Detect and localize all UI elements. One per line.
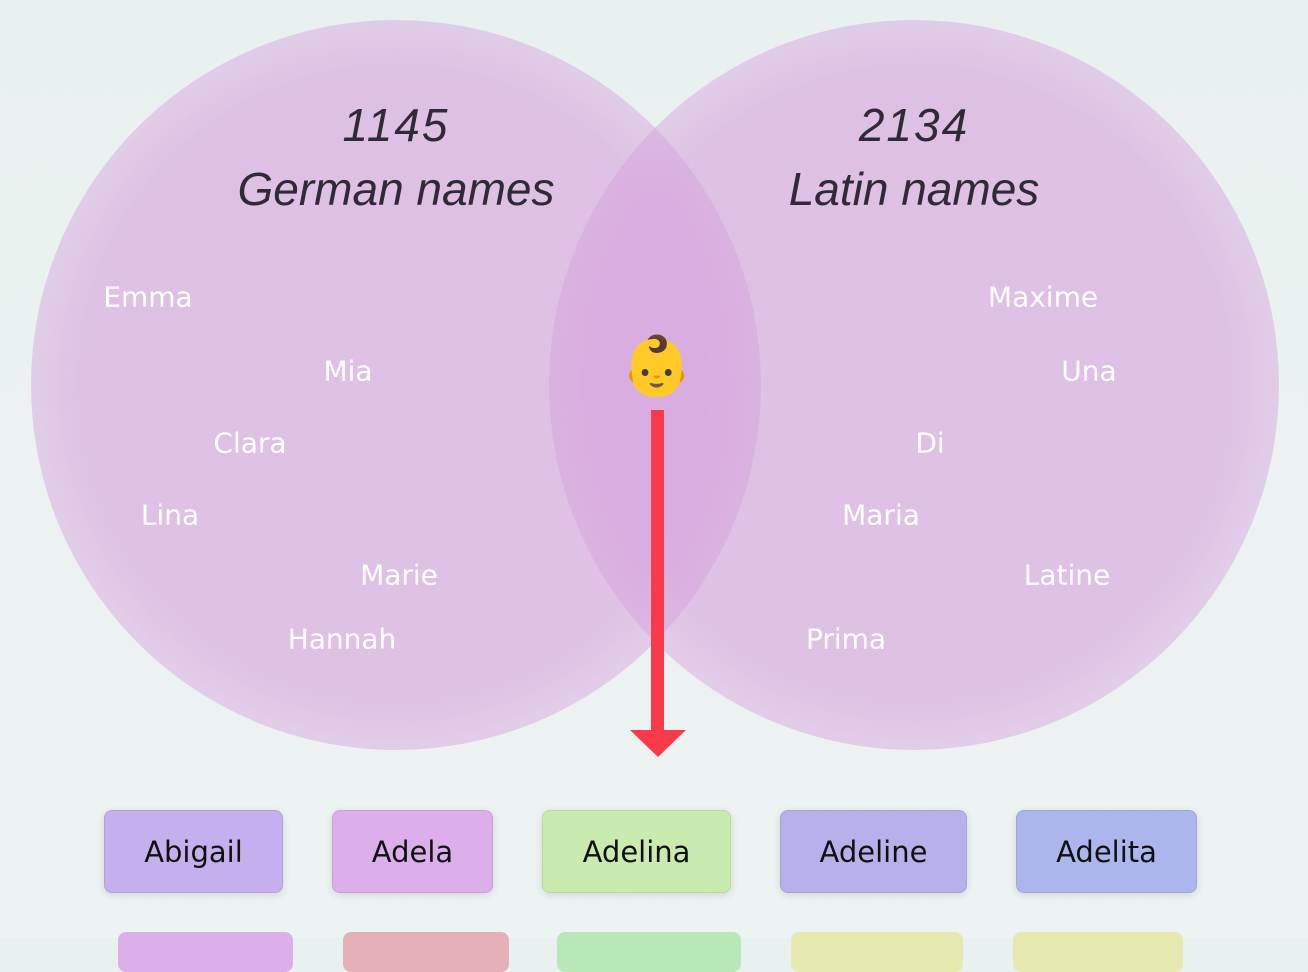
name-label: Lina <box>140 498 200 532</box>
result-button[interactable]: Abigail <box>104 810 283 893</box>
result-button[interactable]: Adelita <box>1016 810 1197 893</box>
name-label: Clara <box>213 426 287 460</box>
name-label: Maxime <box>987 280 1099 314</box>
left-count: 1145 <box>342 99 450 151</box>
result-button[interactable] <box>791 932 963 972</box>
name-label: Latine <box>1023 558 1111 592</box>
name-label: Mia <box>323 354 373 388</box>
baby-icon: 👶 <box>620 331 694 400</box>
name-label: Maria <box>842 498 920 532</box>
result-button[interactable] <box>118 932 293 972</box>
name-label: Di <box>915 426 945 460</box>
arrow-shaft <box>651 410 664 732</box>
result-button[interactable] <box>557 932 741 972</box>
name-label: Prima <box>805 622 887 656</box>
result-button[interactable] <box>343 932 509 972</box>
name-label: Hannah <box>287 622 397 656</box>
left-circle <box>31 20 761 750</box>
result-button[interactable] <box>1013 932 1183 972</box>
right-circle <box>549 20 1279 750</box>
name-label: Emma <box>103 280 193 314</box>
arrow-head <box>630 730 686 757</box>
result-button[interactable]: Adelina <box>542 810 731 893</box>
right-count: 2134 <box>858 99 970 151</box>
venn-diagram <box>31 20 1279 757</box>
left-label: German names <box>237 163 555 215</box>
result-button[interactable]: Adeline <box>780 810 967 893</box>
name-label: Una <box>1061 354 1117 388</box>
right-label: Latin names <box>788 163 1040 215</box>
name-label: Marie <box>360 558 438 592</box>
result-button[interactable]: Adela <box>332 810 493 893</box>
